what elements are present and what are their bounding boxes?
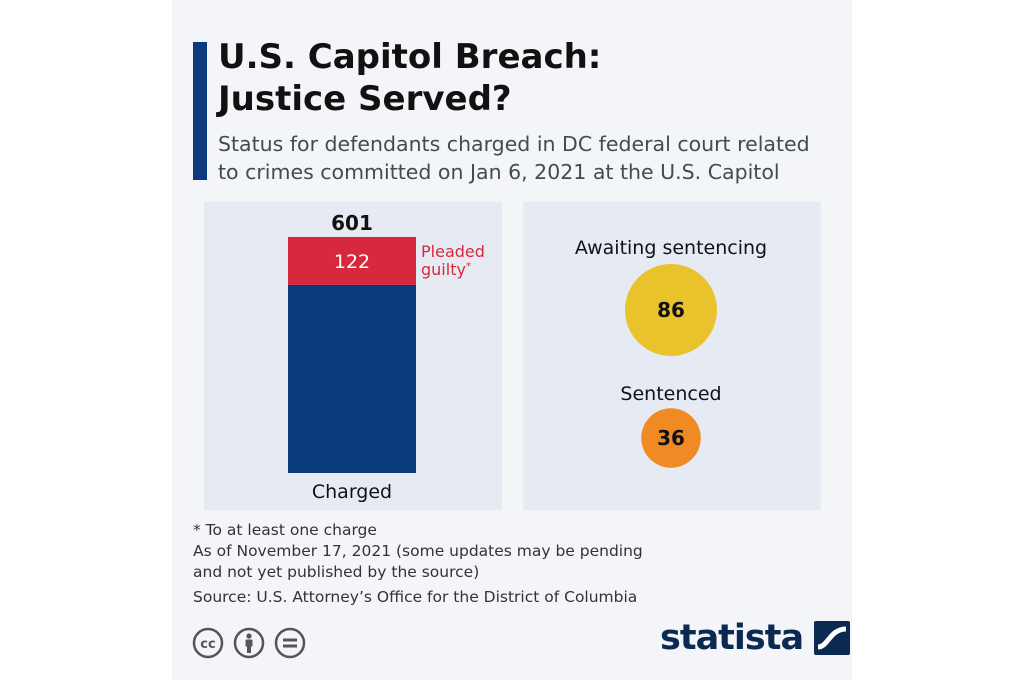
bar-segment-remaining bbox=[288, 284, 416, 473]
license-icons: cc bbox=[192, 627, 312, 659]
asterisk-note: * To at least one charge bbox=[193, 521, 377, 539]
bar-segment-pleaded-guilty bbox=[288, 237, 416, 285]
bubble-panel: Awaiting sentencing 86 Sentenced 36 bbox=[523, 202, 821, 510]
footnotes: * To at least one charge As of November … bbox=[193, 520, 833, 608]
bubble-awaiting-sentencing bbox=[625, 264, 717, 356]
chart-title: U.S. Capitol Breach: Justice Served? bbox=[218, 36, 838, 120]
bar-chart: 122 Pleaded guilty* 601 Charged bbox=[288, 211, 485, 503]
date-note-line-1: As of November 17, 2021 (some updates ma… bbox=[193, 542, 643, 560]
category-label-charged: Charged bbox=[312, 481, 392, 503]
bubble-label-awaiting-sentencing: Awaiting sentencing bbox=[575, 237, 767, 259]
noderivatives-icon bbox=[274, 627, 306, 659]
bubble-chart: Awaiting sentencing 86 Sentenced 36 bbox=[575, 237, 767, 468]
source-note: Source: U.S. Attorney’s Office for the D… bbox=[193, 588, 638, 606]
segment-value-label: 122 bbox=[334, 251, 370, 273]
chart-subtitle: Status for defendants charged in DC fede… bbox=[218, 130, 838, 186]
svg-text:cc: cc bbox=[200, 637, 215, 652]
bubble-sentenced bbox=[641, 408, 701, 468]
bar-panel: 122 Pleaded guilty* 601 Charged bbox=[204, 202, 502, 510]
subtitle-line-2: to crimes committed on Jan 6, 2021 at th… bbox=[218, 160, 780, 184]
bubble-value-awaiting-sentencing: 86 bbox=[657, 298, 685, 322]
attribution-icon bbox=[233, 627, 265, 659]
date-note-line-2: and not yet published by the source) bbox=[193, 563, 480, 581]
title-accent-bar bbox=[193, 42, 207, 180]
cc-icon: cc bbox=[192, 627, 224, 659]
bubble-value-sentenced: 36 bbox=[657, 426, 685, 450]
logo-text: statista bbox=[660, 618, 804, 658]
statista-logo: statista bbox=[660, 618, 851, 666]
subtitle-line-1: Status for defendants charged in DC fede… bbox=[218, 132, 810, 156]
title-line-2: Justice Served? bbox=[218, 79, 512, 119]
bubble-label-sentenced: Sentenced bbox=[620, 383, 721, 405]
series-label-pleaded-guilty: Pleaded guilty* bbox=[421, 242, 485, 279]
title-line-1: U.S. Capitol Breach: bbox=[218, 37, 602, 77]
total-value-label: 601 bbox=[331, 211, 373, 235]
statista-logo-icon bbox=[814, 621, 851, 655]
